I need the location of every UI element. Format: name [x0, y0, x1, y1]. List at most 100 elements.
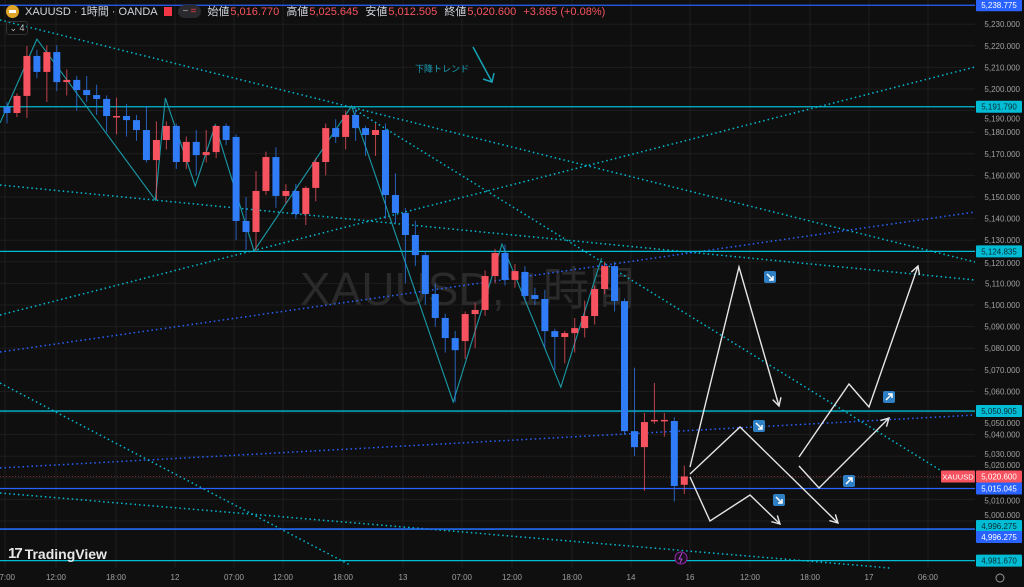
candle	[591, 285, 599, 325]
candle-body	[182, 141, 190, 163]
icon-glyph	[885, 393, 893, 401]
candle-body	[471, 309, 479, 315]
arrow-up-right-icon[interactable]	[843, 475, 855, 487]
arrow-down-right-icon[interactable]	[753, 420, 765, 432]
forecast-path	[689, 426, 839, 524]
candle-body	[630, 431, 638, 448]
candle	[123, 104, 131, 137]
price-tick-label: 5,030.000	[984, 450, 1020, 459]
price-tick-label: 5,170.000	[984, 150, 1020, 159]
tradingview-logo[interactable]: 17 TradingView	[8, 545, 107, 562]
forecast-path	[798, 265, 919, 458]
candle	[421, 251, 429, 305]
annotation-arrowhead	[482, 72, 495, 83]
trend-line	[0, 382, 351, 566]
candle-body	[372, 130, 380, 136]
candle-body	[640, 422, 648, 448]
candle-body	[33, 55, 41, 72]
minus-icon[interactable]: −	[182, 5, 189, 17]
time-tick-label: 12:00	[273, 573, 294, 582]
candle	[142, 106, 150, 163]
forecast-arrowhead	[910, 264, 921, 275]
candle	[232, 134, 240, 241]
candle-body	[3, 106, 11, 113]
price-tick-label: 5,150.000	[984, 193, 1020, 202]
candle	[372, 123, 380, 156]
candle-body	[262, 157, 270, 191]
equals-icon[interactable]: =	[190, 5, 197, 17]
time-tick-label: 18:00	[106, 573, 127, 582]
candle-body	[272, 157, 280, 196]
price-tick-label: 5,010.000	[984, 496, 1020, 505]
open-label: 始値	[207, 6, 230, 18]
candle-body	[252, 190, 260, 232]
candle	[521, 266, 529, 301]
tradingview-wordmark: TradingView	[24, 545, 107, 562]
candle-body	[232, 136, 240, 221]
time-tick-label: 18:00	[800, 573, 821, 582]
trend-line	[0, 66, 976, 316]
indicators-toggle[interactable]: ⌄ 4	[6, 21, 28, 35]
price-tick-label: 5,130.000	[984, 236, 1020, 245]
candle-body	[591, 289, 599, 317]
candle-body	[113, 116, 121, 118]
price-tick-label: 5,140.000	[984, 215, 1020, 224]
price-tick-label: 5,070.000	[984, 366, 1020, 375]
candle-body	[53, 52, 61, 83]
candle-body	[491, 252, 499, 277]
candle	[292, 184, 300, 219]
arrow-down-right-icon[interactable]	[773, 494, 785, 506]
candle	[531, 287, 539, 305]
candle	[601, 261, 609, 295]
candle-body	[352, 114, 360, 129]
candle	[471, 302, 479, 349]
candle-body	[282, 190, 290, 196]
time-tick-label: 12:00	[502, 573, 523, 582]
candle-body	[431, 293, 439, 318]
change-value: +3.865 (+0.08%)	[523, 6, 606, 18]
candle-body	[83, 90, 91, 96]
price-tick-label: 5,160.000	[984, 171, 1020, 180]
arrow-up-right-icon[interactable]	[883, 391, 895, 403]
time-tick-label: 07:00	[0, 573, 16, 582]
time-tick-label: 12:00	[46, 573, 67, 582]
settings-gear-icon[interactable]	[995, 573, 1005, 583]
candle	[172, 123, 180, 169]
candle-body	[511, 271, 519, 280]
buy-sell-toggle[interactable]: − =	[177, 4, 202, 18]
annotation-arrow	[472, 46, 493, 83]
candle	[222, 123, 230, 146]
price-tick-label: 5,080.000	[984, 344, 1020, 353]
price-level-tag-bg	[976, 482, 1022, 495]
candle	[581, 300, 589, 338]
candle	[252, 171, 260, 251]
candle-body	[43, 52, 51, 72]
candle-body	[63, 79, 71, 83]
candle	[202, 130, 210, 163]
icon-glyph	[766, 273, 774, 281]
arrow-down-right-icon[interactable]	[764, 271, 776, 283]
forecast-arrowhead	[771, 515, 782, 526]
candle	[182, 136, 190, 169]
candle	[501, 244, 509, 286]
price-tick-label: 5,210.000	[984, 63, 1020, 72]
symbol-tag: XAUUSD	[942, 473, 974, 482]
candle-body	[192, 141, 200, 156]
close-value: 5,020.600	[467, 6, 517, 18]
current-price-tag: 5,020.600	[981, 473, 1017, 482]
price-level-tag: 5,015.045	[981, 485, 1017, 494]
price-level-tag-bg	[976, 245, 1022, 258]
candle	[640, 413, 648, 491]
lightning-event-icon[interactable]	[674, 551, 688, 565]
price-level-tag: 5,238.775	[981, 1, 1017, 10]
candle	[282, 184, 290, 204]
legend-header: XAUUSD · 1時間 · OANDA − = 始値5,016.770 高値5,…	[6, 2, 609, 20]
candle-body	[212, 125, 220, 153]
candle	[212, 125, 220, 159]
symbol-title[interactable]: XAUUSD · 1時間 · OANDA	[25, 6, 158, 18]
gold-symbol-logo	[6, 4, 19, 18]
flag-icon[interactable]	[163, 6, 172, 16]
high-value: 5,025.645	[309, 6, 359, 18]
candle	[621, 298, 629, 435]
